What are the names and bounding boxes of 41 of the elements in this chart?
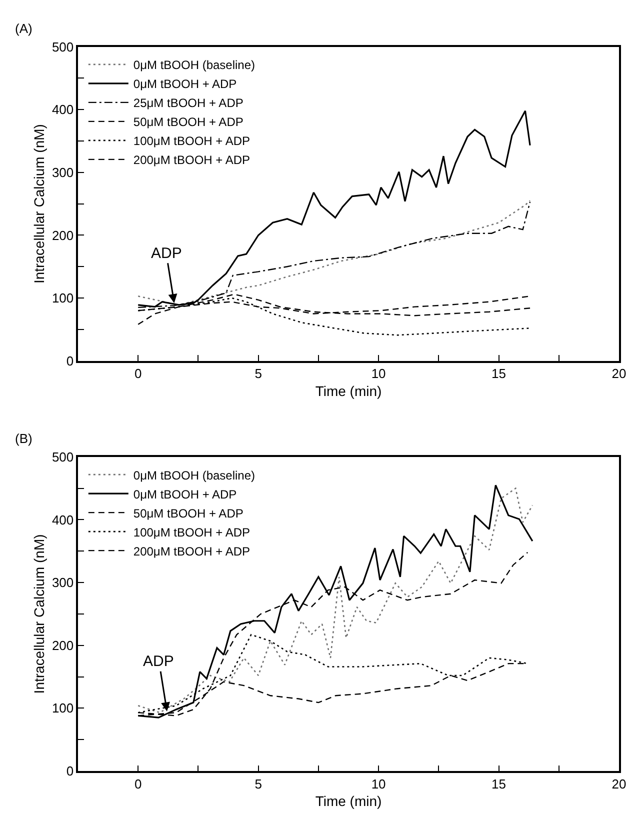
y-axis-title: Intracellular Calcium (nM) xyxy=(31,124,48,284)
x-tick-label: 5 xyxy=(254,366,262,382)
y-tick-label: 0 xyxy=(66,764,74,779)
annotation: ADP xyxy=(151,245,182,262)
y-tick-label: 100 xyxy=(52,290,74,306)
legend-label: 50μM tBOOH + ADP xyxy=(133,506,244,520)
y-tick-label: 400 xyxy=(52,102,74,118)
legend-label: 0μM tBOOH + ADP xyxy=(133,77,237,92)
x-axis-title: Time (min) xyxy=(315,383,382,400)
x-tick-label: 0 xyxy=(134,776,142,792)
x-tick-label: 10 xyxy=(371,366,386,382)
legend-label: 200μM tBOOH + ADP xyxy=(133,153,250,168)
x-tick-label: 0 xyxy=(134,366,142,382)
y-tick-label: 300 xyxy=(52,575,74,590)
x-axis-title: Time (min) xyxy=(315,793,382,810)
legend-label: 200μM tBOOH + ADP xyxy=(133,544,250,558)
y-tick-label: 100 xyxy=(52,700,74,716)
x-tick-label: 5 xyxy=(254,776,262,792)
y-tick-label: 200 xyxy=(52,638,74,653)
x-tick-label: 20 xyxy=(612,366,626,382)
legend-label: 0μM tBOOH (baseline) xyxy=(133,58,256,72)
y-tick-label: 500 xyxy=(52,39,74,54)
legend-label: 0μM tBOOH + ADP xyxy=(133,487,237,502)
chart-title: (B) xyxy=(15,431,32,446)
y-tick-label: 300 xyxy=(52,164,74,180)
legend-label: 25μM tBOOH + ADP xyxy=(133,96,244,110)
y-tick-label: 400 xyxy=(52,512,74,528)
legend-label: 0μM tBOOH (baseline) xyxy=(133,468,256,482)
y-tick-label: 0 xyxy=(66,353,74,368)
legend-label: 50μM tBOOH + ADP xyxy=(133,115,244,130)
x-tick-label: 20 xyxy=(612,776,626,792)
y-tick-label: 500 xyxy=(52,449,74,464)
annotation: ADP xyxy=(143,653,174,670)
legend-label: 100μM tBOOH + ADP xyxy=(133,134,250,148)
x-tick-label: 15 xyxy=(492,366,506,382)
y-tick-label: 200 xyxy=(52,228,74,243)
x-tick-label: 10 xyxy=(371,776,386,792)
y-axis-title: Intracellular Calcium (nM) xyxy=(31,534,48,694)
legend-label: 100μM tBOOH + ADP xyxy=(133,525,250,540)
x-tick-label: 15 xyxy=(492,776,506,792)
chart-title: (A) xyxy=(15,21,32,36)
